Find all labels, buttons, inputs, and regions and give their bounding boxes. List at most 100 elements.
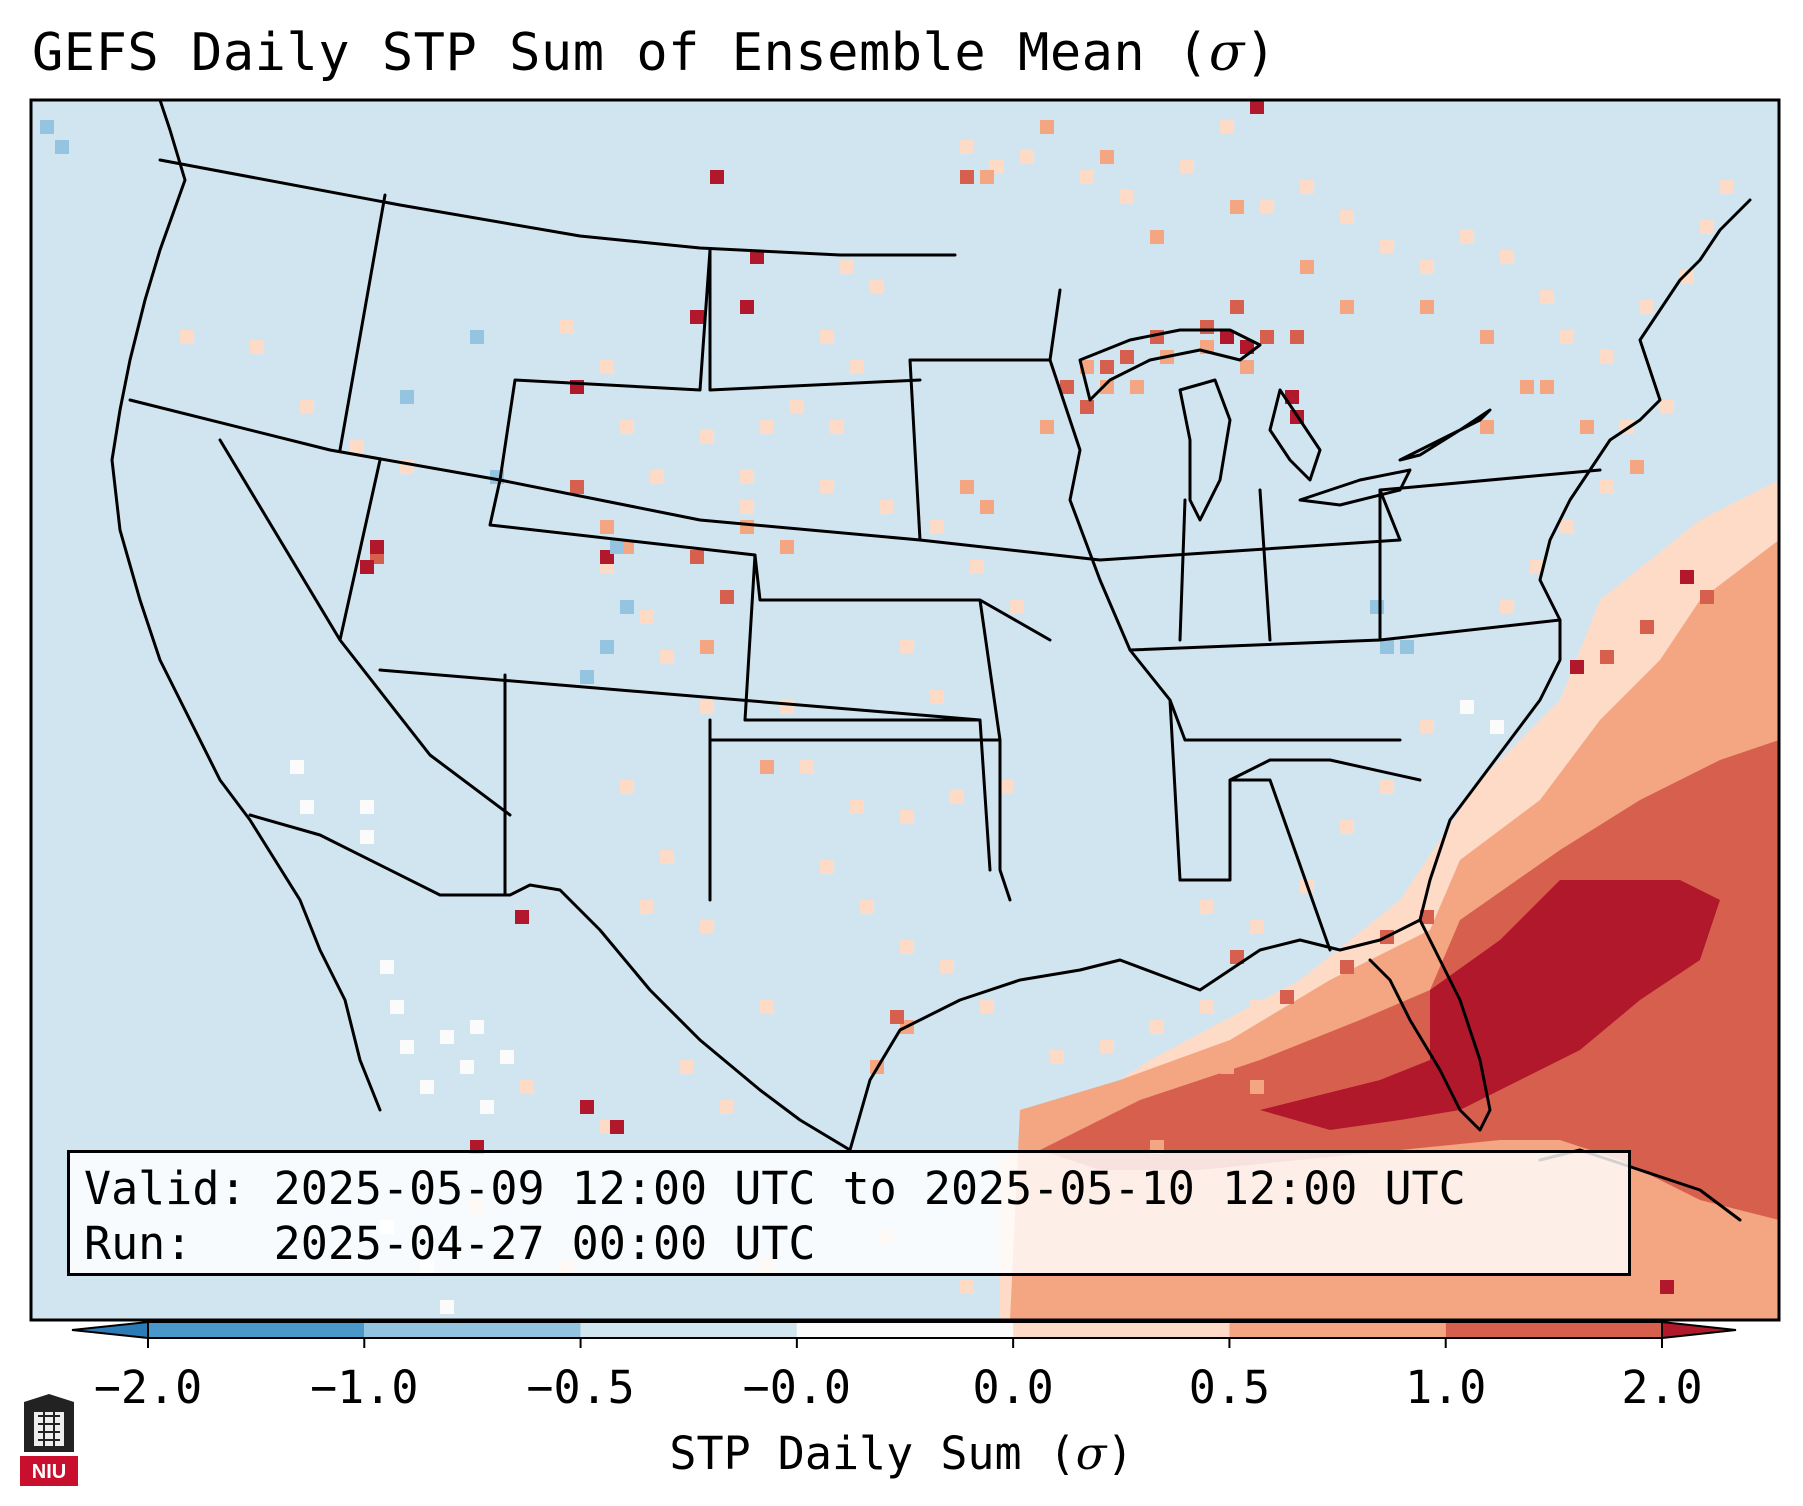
stp-cell-137 (1230, 300, 1244, 314)
stp-region-2 (1040, 740, 1779, 1220)
stp-cell-67 (700, 700, 714, 714)
colorbar-segment-7 (1445, 1322, 1662, 1338)
stp-cell-90 (1600, 480, 1614, 494)
stp-cell-157 (360, 560, 374, 574)
stp-cell-89 (1560, 520, 1574, 534)
stp-cell-101 (1480, 330, 1494, 344)
stp-cell-33 (1010, 600, 1024, 614)
stp-cell-18 (1680, 270, 1694, 284)
stp-cell-172 (55, 140, 69, 154)
stp-cell-114 (740, 520, 754, 534)
stp-cell-95 (1100, 150, 1114, 164)
stp-cell-153 (750, 250, 764, 264)
stp-cell-46 (980, 1000, 994, 1014)
colorbar-frame (147, 1321, 1663, 1339)
stp-cell-145 (1340, 960, 1354, 974)
stp-cell-152 (710, 170, 724, 184)
stp-region-3 (1260, 880, 1720, 1130)
stp-cell-187 (380, 960, 394, 974)
stp-cell-43 (860, 900, 874, 914)
stp-cell-71 (700, 920, 714, 934)
stp-cell-197 (440, 1300, 454, 1314)
colorbar-segment-4 (796, 1322, 1014, 1338)
colorbar-extend-min (71, 1320, 149, 1340)
stp-cell-5 (1180, 160, 1194, 174)
stp-cell-143 (1230, 950, 1244, 964)
stp-cell-162 (610, 1120, 624, 1134)
stp-cell-199 (1460, 700, 1474, 714)
stp-cell-51 (1380, 780, 1394, 794)
stp-cell-150 (1700, 590, 1714, 604)
map-frame (29, 98, 1781, 1322)
stp-cell-141 (570, 480, 584, 494)
stp-cell-20 (1720, 180, 1734, 194)
stp-cell-191 (460, 1060, 474, 1074)
stp-cell-45 (940, 960, 954, 974)
stp-cell-182 (1400, 640, 1414, 654)
stp-cell-10 (1380, 240, 1394, 254)
stp-cell-31 (930, 520, 944, 534)
west-coast (110, 100, 382, 1112)
stp-cell-87 (1500, 600, 1514, 614)
colorbar-tick-label-6: 1.0 (1405, 1361, 1487, 1414)
stp-cell-133 (1260, 330, 1274, 344)
stp-cell-167 (1680, 570, 1694, 584)
map-title: GEFS Daily STP Sum of Ensemble Mean (σ) (32, 23, 1277, 83)
stp-cell-112 (980, 500, 994, 514)
stp-cell-176 (610, 540, 624, 554)
stp-cell-73 (680, 1060, 694, 1074)
stp-cell-189 (400, 1040, 414, 1054)
niu-logo-icon: NIU (20, 1394, 78, 1486)
stp-cell-130 (1120, 350, 1134, 364)
stp-cell-25 (790, 400, 804, 414)
stp-cell-180 (1370, 600, 1384, 614)
stp-cell-173 (470, 330, 484, 344)
stp-cell-86 (1250, 1000, 1264, 1014)
stp-cell-106 (1100, 380, 1114, 394)
colorbar-label: STP Daily Sum (σ) (669, 1427, 1134, 1480)
stp-cell-115 (780, 540, 794, 554)
stp-cell-155 (690, 310, 704, 324)
stp-cell-4 (1120, 190, 1134, 204)
stp-cell-8 (1300, 180, 1314, 194)
stp-cell-181 (1380, 640, 1394, 654)
stp-cell-134 (1290, 330, 1304, 344)
stp-cell-74 (720, 1100, 734, 1114)
colorbar-segment-3 (580, 1322, 797, 1338)
stp-cell-69 (660, 850, 674, 864)
stp-cell-84 (1150, 1020, 1164, 1034)
stp-cell-26 (830, 420, 844, 434)
stp-cell-54 (250, 340, 264, 354)
stp-cell-118 (700, 640, 714, 654)
stp-cell-99 (1340, 300, 1354, 314)
stp-cell-88 (1530, 560, 1544, 574)
stp-cell-127 (1520, 380, 1534, 394)
stp-cell-177 (620, 600, 634, 614)
colorbar-tick-label-1: −1.0 (310, 1361, 419, 1414)
stp-cell-14 (1540, 290, 1554, 304)
stp-cell-139 (690, 550, 704, 564)
colorbar-tick-label-3: −0.0 (742, 1361, 852, 1414)
colorbar-segment-5 (1013, 1322, 1230, 1338)
stp-cell-55 (300, 400, 314, 414)
stp-cell-200 (1490, 720, 1504, 734)
stp-cell-100 (1420, 300, 1434, 314)
stp-cell-154 (740, 300, 754, 314)
stp-cell-29 (820, 480, 834, 494)
stp-cell-136 (1080, 400, 1094, 414)
internal-state-lines (128, 193, 1602, 952)
stp-cell-147 (1420, 910, 1434, 924)
stp-cell-85 (1200, 1000, 1214, 1014)
colorbar-segment-2 (364, 1322, 581, 1338)
stp-cell-12 (1460, 230, 1474, 244)
stp-cell-39 (900, 810, 914, 824)
stp-cell-72 (760, 1000, 774, 1014)
stp-cell-28 (740, 470, 754, 484)
stp-cell-41 (1000, 780, 1014, 794)
stp-cell-38 (850, 800, 864, 814)
stp-cell-126 (1480, 420, 1494, 434)
stp-cell-50 (1340, 820, 1354, 834)
stp-cell-60 (620, 420, 634, 434)
stp-cell-142 (890, 1010, 904, 1024)
